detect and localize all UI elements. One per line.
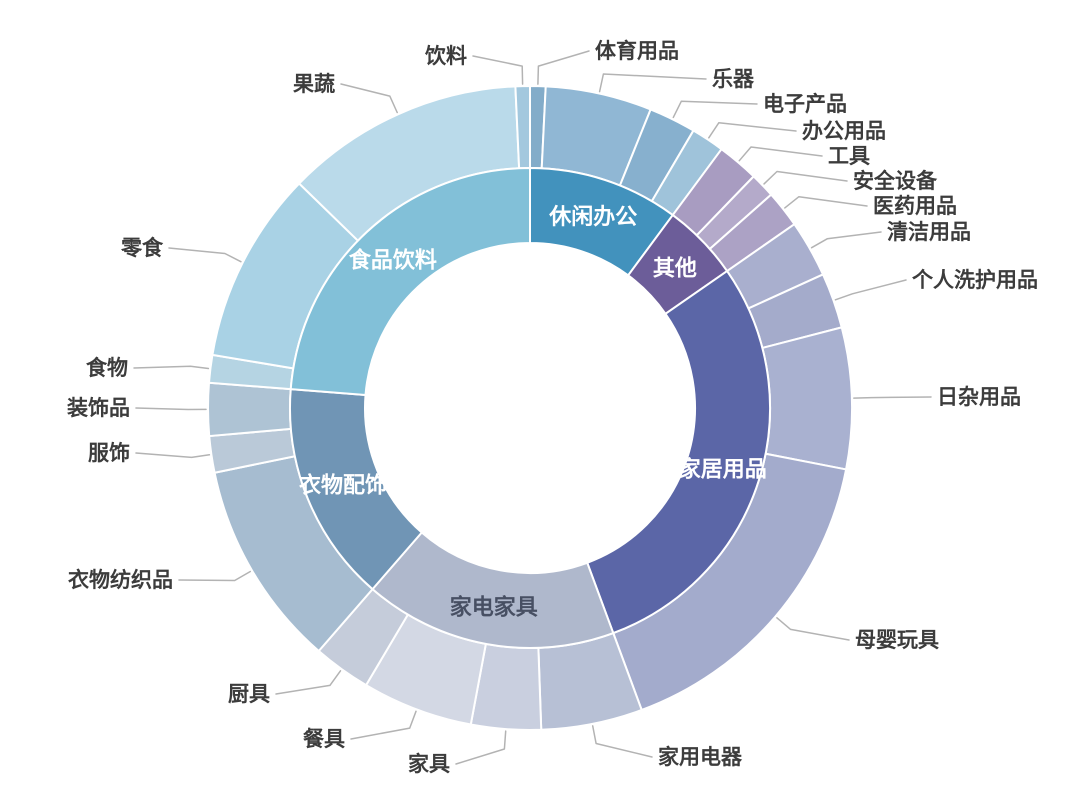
leader-line-medical-supplies [784,195,868,209]
outer-label-decorations: 装饰品 [67,396,130,420]
inner-label-leisure-office: 休闲办公 [548,204,637,229]
leader-line-musical-instruments [598,73,707,93]
leader-line-tools [738,146,823,162]
outer-label-clothing-textiles: 衣物纺织品 [68,568,173,592]
inner-label-appliances-furniture: 家电家具 [450,595,538,620]
outer-label-daily-sundries: 日杂用品 [937,385,1021,409]
outer-segment-daily-sundries[interactable] [761,326,853,471]
outer-label-personal-care: 个人洗护用品 [912,268,1038,292]
outer-label-snacks: 零食 [120,236,164,260]
outer-segment-beverages[interactable] [514,84,531,170]
inner-label-food-beverage: 食品饮料 [349,248,437,273]
leader-line-kitchenware [275,670,342,695]
outer-label-food: 食物 [86,356,128,380]
outer-label-cleaning-supplies: 清洁用品 [887,220,971,244]
leader-line-electronics [672,100,758,119]
outer-label-kitchenware: 厨具 [228,683,270,706]
leader-line-beverages [472,55,524,85]
outer-label-beverages: 饮料 [424,44,467,68]
inner-segment-food-beverage[interactable] [289,167,531,397]
outer-label-fruits-vegetables: 果蔬 [293,73,335,96]
leader-line-cleaning-supplies [810,231,882,249]
outer-label-home-appliances: 家用电器 [658,745,743,769]
leader-line-safety-equipment [763,170,848,185]
inner-segment-household-goods[interactable] [586,270,771,635]
outer-label-apparel: 服饰 [88,441,130,465]
leader-line-furniture [455,730,507,765]
outer-label-mother-baby-toys: 母婴玩具 [855,629,939,652]
inner-label-clothing-accessories: 衣物配饰 [299,473,387,498]
leader-line-home-appliances [591,725,653,758]
outer-label-tools: 工具 [828,145,870,168]
outer-label-sporting-goods: 体育用品 [595,39,679,63]
inner-label-other: 其他 [653,255,697,280]
outer-label-electronics: 电子产品 [763,92,847,116]
outer-label-tableware: 餐具 [303,727,345,751]
outer-label-office-supplies: 办公用品 [802,120,886,143]
leader-line-personal-care [834,279,907,301]
leader-line-office-supplies [708,122,797,139]
leader-line-clothing-textiles [178,570,252,582]
leader-line-fruits-vegetables [340,83,398,114]
outer-label-medical-supplies: 医药用品 [873,194,957,218]
leader-line-sporting-goods [537,50,590,85]
outer-label-safety-equipment: 安全设备 [853,169,938,193]
outer-label-furniture: 家具 [408,752,450,776]
outer-segment-decorations[interactable] [207,381,292,438]
leader-line-apparel [135,452,211,459]
leader-line-daily-sundries [853,396,932,399]
leader-line-food [133,365,210,370]
leader-line-mother-baby-toys [776,617,850,641]
leader-line-decorations [135,407,207,411]
outer-label-musical-instruments: 乐器 [712,68,755,91]
leader-line-tableware [350,710,417,740]
leader-line-snacks [168,247,242,263]
inner-label-household-goods: 家居用品 [679,457,767,482]
